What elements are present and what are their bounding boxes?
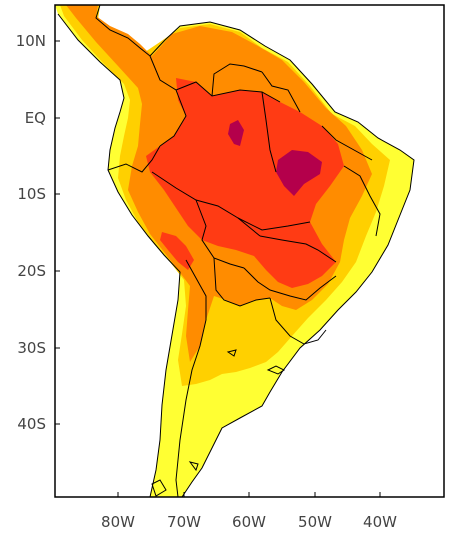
islands bbox=[151, 349, 285, 497]
lon-label-80w: 80W bbox=[101, 513, 135, 531]
borders bbox=[57, 5, 415, 497]
lon-label-40w: 40W bbox=[363, 513, 397, 531]
zone-level-4-andes bbox=[160, 232, 194, 270]
lon-label-50w: 50W bbox=[298, 513, 332, 531]
zone-level-5-west bbox=[228, 120, 244, 146]
lat-label-20s: 20S bbox=[17, 262, 46, 280]
lat-label-30s: 30S bbox=[17, 339, 46, 357]
longitude-axis: 80W 70W 60W 50W 40W bbox=[101, 492, 397, 531]
lon-label-60w: 60W bbox=[232, 513, 266, 531]
map-area bbox=[55, 5, 415, 497]
lat-label-10s: 10S bbox=[17, 185, 46, 203]
lat-label-40s: 40S bbox=[17, 415, 46, 433]
lat-label-eq: EQ bbox=[25, 109, 46, 127]
zone-level-4 bbox=[146, 78, 344, 288]
latitude-axis: 10N EQ 10S 20S 30S 40S bbox=[16, 32, 60, 433]
lat-label-10n: 10N bbox=[16, 32, 46, 50]
zone-level-5-east bbox=[276, 150, 322, 196]
lon-label-70w: 70W bbox=[167, 513, 201, 531]
